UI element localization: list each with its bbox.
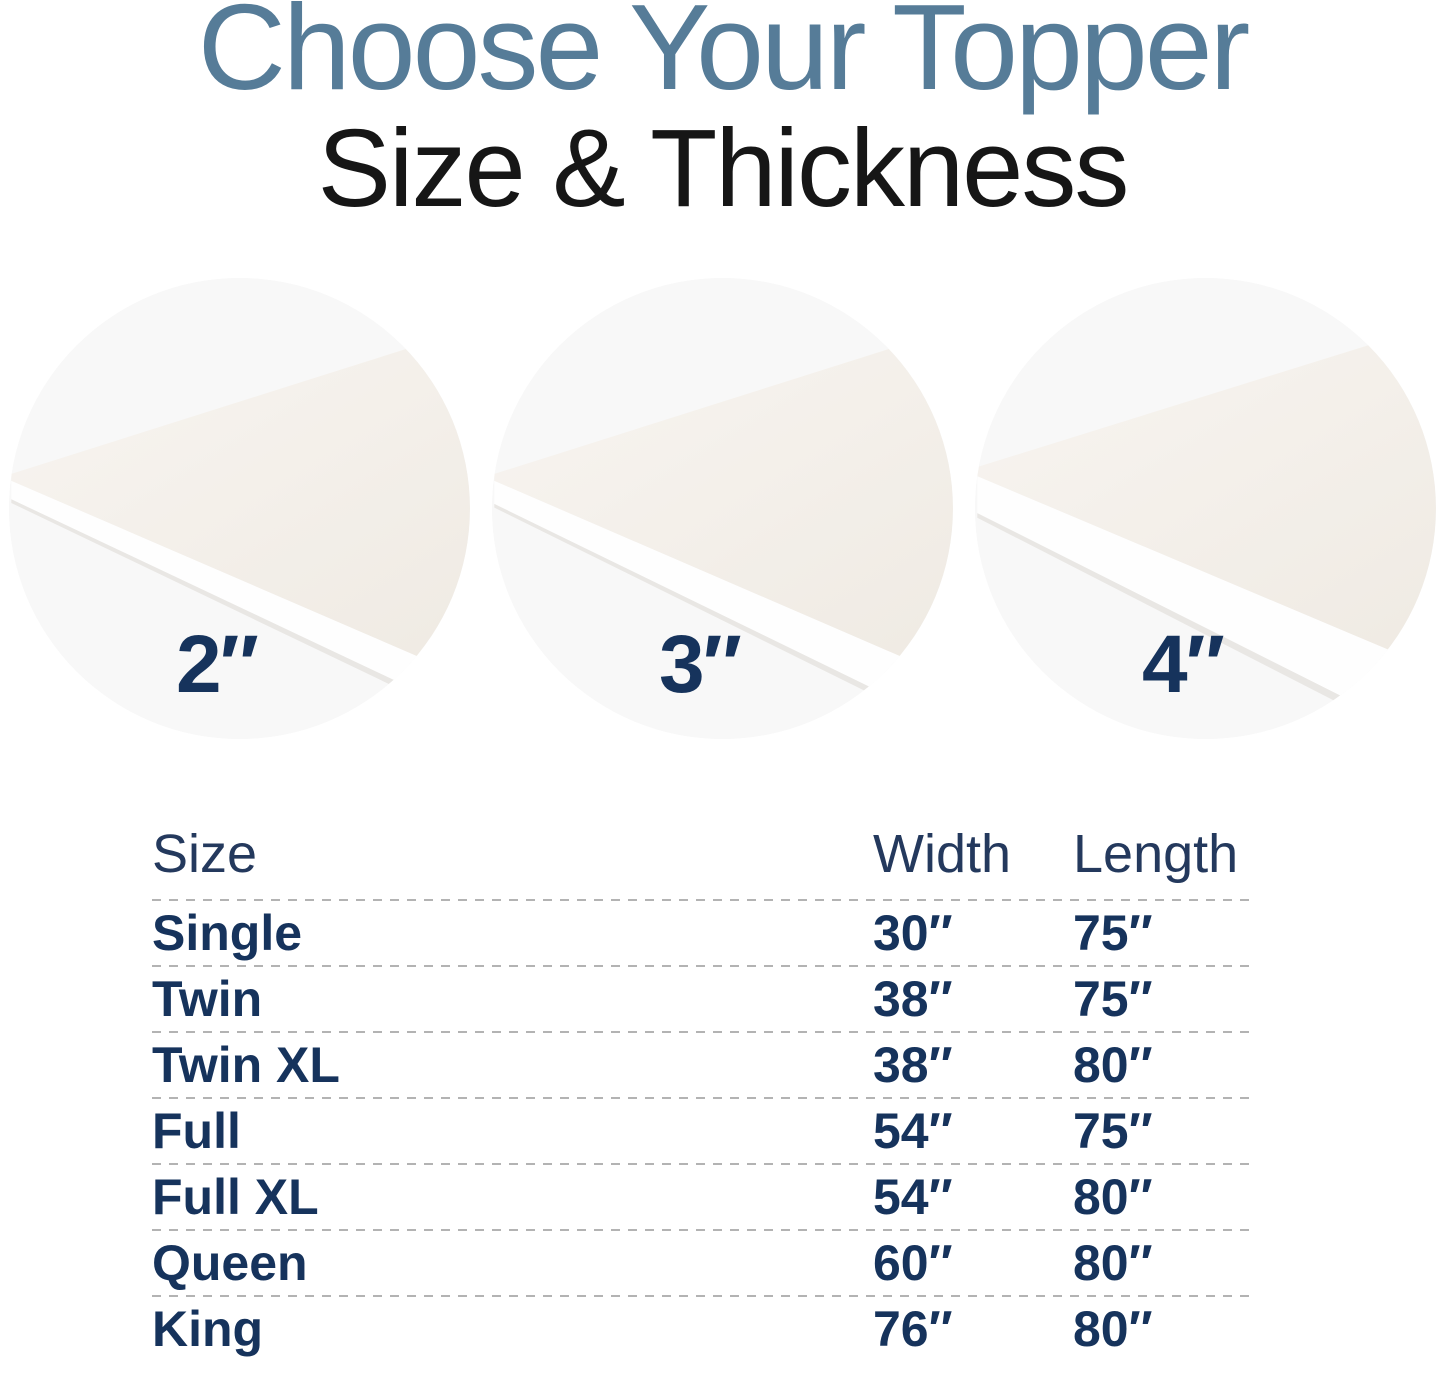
- cell-length: 80″: [1073, 1169, 1153, 1225]
- col-header-length: Length: [1073, 824, 1239, 884]
- thickness-option-2-inch: 2″: [9, 278, 470, 739]
- cell-width: 54″: [873, 1103, 953, 1159]
- thickness-label: 3″: [658, 619, 742, 711]
- table-row-queen: Queen 60″ 80″: [152, 1231, 1253, 1295]
- topper-corner-image: [975, 278, 1436, 739]
- page-title: Choose Your Topper: [197, 0, 1250, 115]
- row-separator: [152, 899, 1253, 901]
- size-table: Size Width Length Single 30″ 75″ Twin 38…: [152, 823, 1253, 1361]
- cell-length: 80″: [1073, 1037, 1153, 1093]
- page-subtitle: Size & Thickness: [317, 107, 1130, 230]
- row-separator: [152, 1229, 1253, 1231]
- cell-size: Full: [152, 1103, 241, 1159]
- cell-length: 80″: [1073, 1301, 1153, 1357]
- cell-width: 38″: [873, 1037, 953, 1093]
- cell-size: Queen: [152, 1235, 308, 1291]
- table-row-twin-xl: Twin XL 38″ 80″: [152, 1033, 1253, 1097]
- cell-length: 80″: [1073, 1235, 1153, 1291]
- table-row-king: King 76″ 80″: [152, 1297, 1253, 1361]
- thickness-options: 2″ 3″: [0, 278, 1445, 739]
- thickness-label: 4″: [1141, 619, 1225, 711]
- table-row-twin: Twin 38″ 75″: [152, 967, 1253, 1031]
- row-separator: [152, 1031, 1253, 1033]
- thickness-option-3-inch: 3″: [492, 278, 953, 739]
- cell-length: 75″: [1073, 905, 1153, 961]
- cell-size: Twin: [152, 971, 263, 1027]
- row-separator: [152, 1097, 1253, 1099]
- cell-width: 38″: [873, 971, 953, 1027]
- cell-size: King: [152, 1301, 264, 1357]
- cell-width: 60″: [873, 1235, 953, 1291]
- cell-size: Single: [152, 905, 303, 961]
- table-header-row: Size Width Length: [152, 823, 1253, 899]
- cell-length: 75″: [1073, 1103, 1153, 1159]
- col-header-size: Size: [152, 824, 258, 884]
- row-separator: [152, 1295, 1253, 1297]
- table-row-full: Full 54″ 75″: [152, 1099, 1253, 1163]
- topper-corner-image: [9, 278, 470, 739]
- row-separator: [152, 965, 1253, 967]
- cell-size: Twin XL: [152, 1037, 340, 1093]
- cell-width: 76″: [873, 1301, 953, 1357]
- cell-length: 75″: [1073, 971, 1153, 1027]
- table-row-full-xl: Full XL 54″ 80″: [152, 1165, 1253, 1229]
- cell-width: 54″: [873, 1169, 953, 1225]
- thickness-label: 2″: [175, 619, 259, 711]
- topper-corner-image: [492, 278, 953, 739]
- table-row-single: Single 30″ 75″: [152, 901, 1253, 965]
- cell-width: 30″: [873, 905, 953, 961]
- col-header-width: Width: [873, 824, 1012, 884]
- row-separator: [152, 1163, 1253, 1165]
- thickness-option-4-inch: 4″: [975, 278, 1436, 739]
- cell-size: Full XL: [152, 1169, 319, 1225]
